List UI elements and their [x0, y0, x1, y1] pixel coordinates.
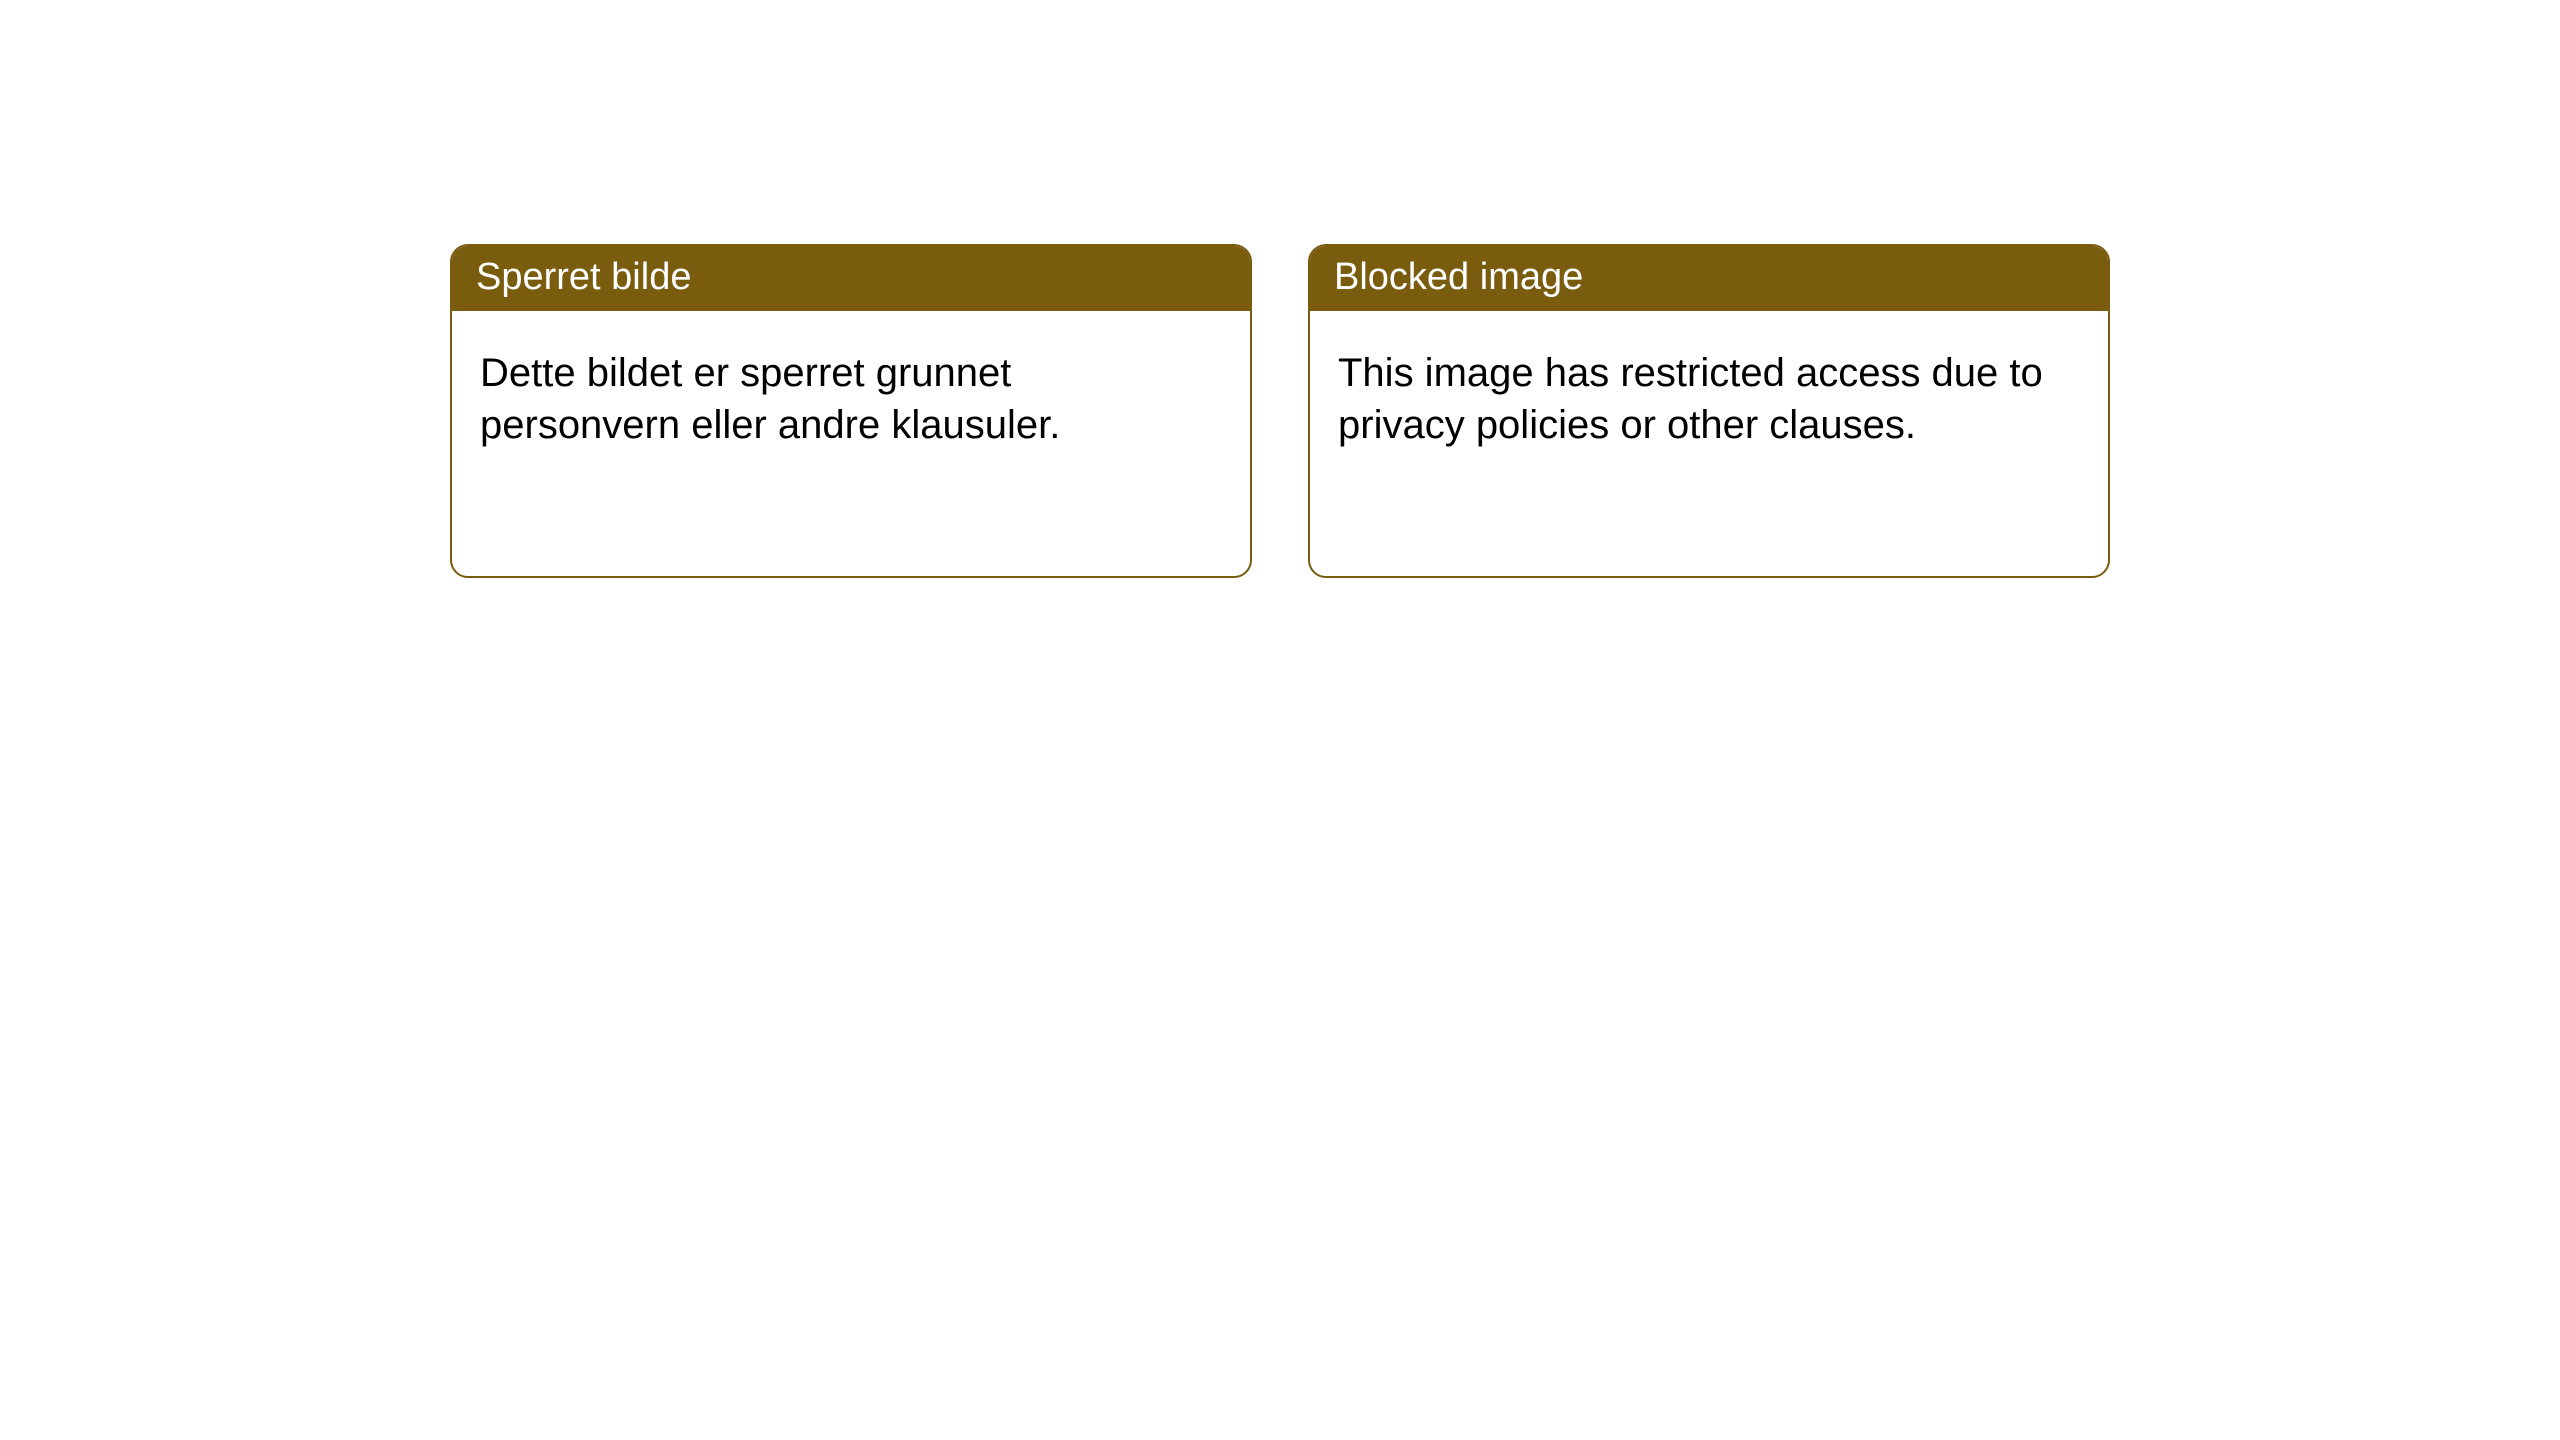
notice-card-norwegian: Sperret bilde Dette bildet er sperret gr… [450, 244, 1252, 578]
notice-card-body: Dette bildet er sperret grunnet personve… [452, 311, 1250, 479]
notice-card-header: Sperret bilde [452, 246, 1250, 311]
notice-card-message: This image has restricted access due to … [1338, 351, 2043, 447]
notice-card-body: This image has restricted access due to … [1310, 311, 2108, 479]
notice-card-header: Blocked image [1310, 246, 2108, 311]
notice-card-title: Sperret bilde [476, 256, 691, 298]
notice-card-english: Blocked image This image has restricted … [1308, 244, 2110, 578]
notice-card-title: Blocked image [1334, 256, 1583, 298]
notice-card-message: Dette bildet er sperret grunnet personve… [480, 351, 1060, 447]
notice-cards-container: Sperret bilde Dette bildet er sperret gr… [0, 0, 2560, 578]
